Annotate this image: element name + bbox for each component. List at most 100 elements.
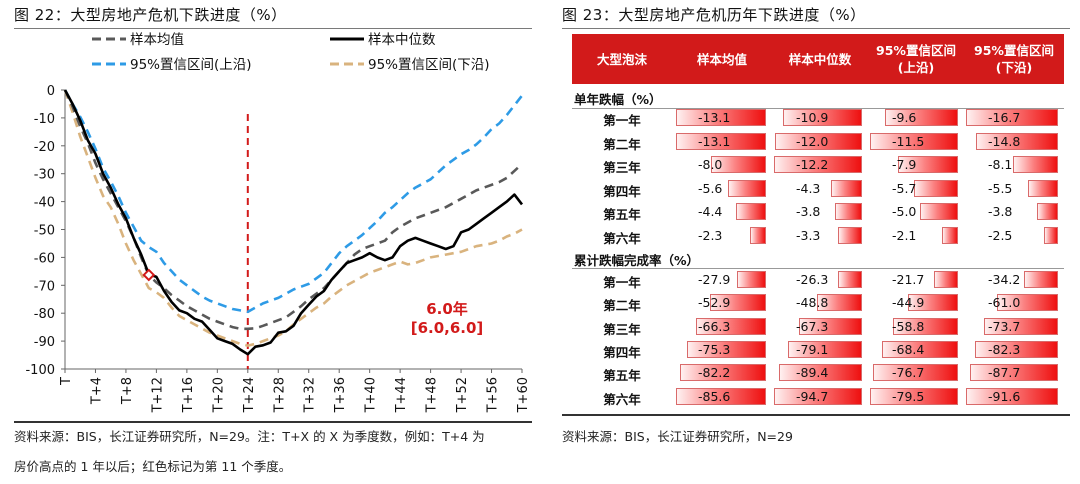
row-label: 第五年 bbox=[603, 207, 641, 222]
cell-value: -82.3 bbox=[988, 341, 1021, 357]
y-tick-label: -70 bbox=[34, 279, 55, 294]
x-tick-label: T+48 bbox=[425, 377, 440, 413]
cell-value: -2.3 bbox=[698, 227, 723, 243]
line-chart: 样本均值 样本中位数 95%置信区间(上沿) 95%置信区间(下沿) 0 -10 -20 -… bbox=[25, 32, 531, 413]
data-bar bbox=[873, 364, 958, 382]
data-bar bbox=[676, 387, 766, 405]
y-tick-label: -90 bbox=[34, 335, 55, 350]
data-bar bbox=[687, 340, 766, 358]
right-source: 资料来源：BIS，长江证券研究所，N=29 bbox=[562, 429, 793, 444]
data-bar bbox=[788, 340, 862, 358]
right-title-rule bbox=[562, 28, 1070, 29]
cell-value: -13.1 bbox=[698, 133, 731, 149]
data-bar bbox=[997, 294, 1058, 312]
x-tick-label: T+56 bbox=[486, 377, 501, 413]
cell-value: -79.5 bbox=[892, 388, 925, 404]
data-bar bbox=[970, 364, 1058, 382]
row-label: 第一年 bbox=[603, 275, 641, 290]
cell-value: -68.4 bbox=[892, 341, 925, 357]
cell-value: -34.2 bbox=[988, 272, 1021, 287]
row-label: 第一年 bbox=[603, 113, 641, 128]
cell-value: -8.0 bbox=[698, 157, 723, 172]
data-bar bbox=[838, 271, 862, 288]
cell-value: -66.3 bbox=[698, 318, 731, 334]
y-tick-label: -30 bbox=[34, 168, 55, 183]
marker-diamond bbox=[142, 268, 156, 282]
cell-value: -82.2 bbox=[698, 365, 731, 381]
section2-divider bbox=[572, 268, 1064, 269]
y-tick-label: -80 bbox=[34, 307, 55, 322]
annotation-years: 6.0年 bbox=[426, 300, 468, 318]
cell-value: -7.9 bbox=[892, 157, 917, 172]
cell-value: -3.8 bbox=[796, 204, 821, 219]
data-bar bbox=[676, 109, 766, 126]
data-bar bbox=[1037, 203, 1058, 220]
data-bar bbox=[914, 179, 958, 197]
row-label: 第六年 bbox=[603, 391, 641, 407]
cell-value: -5.5 bbox=[988, 180, 1013, 196]
series-line-2 bbox=[63, 89, 524, 314]
data-bar bbox=[737, 271, 766, 288]
data-bar bbox=[736, 203, 766, 220]
data-bar bbox=[817, 294, 862, 312]
x-tick-label: T bbox=[59, 377, 74, 386]
data-bar bbox=[1024, 271, 1058, 288]
chart-plot-area bbox=[63, 89, 524, 369]
cell-value: -16.7 bbox=[988, 110, 1021, 125]
x-tick-label: T+44 bbox=[394, 377, 409, 413]
cell-value: -27.9 bbox=[698, 272, 731, 287]
cell-value: -52.9 bbox=[698, 295, 731, 311]
data-bar bbox=[898, 156, 958, 173]
x-tick-label: T+60 bbox=[516, 377, 531, 413]
cell-value: -3.3 bbox=[796, 227, 821, 243]
data-bar bbox=[696, 317, 766, 335]
data-bar bbox=[774, 156, 862, 173]
cell-value: -2.1 bbox=[892, 227, 917, 243]
row-label: 第二年 bbox=[603, 298, 641, 314]
y-tick-label: -50 bbox=[34, 224, 55, 239]
row-label: 第二年 bbox=[603, 136, 641, 152]
data-bar bbox=[710, 294, 766, 312]
left-source-line2: 房价高点的 1 年以后；红色标记为第 11 个季度。 bbox=[14, 459, 292, 474]
left-bottom-rule bbox=[14, 421, 532, 423]
data-bar bbox=[893, 317, 958, 335]
x-tick-label: T+24 bbox=[242, 377, 257, 413]
y-tick-label: -40 bbox=[34, 196, 55, 211]
x-tick-label: T+8 bbox=[120, 377, 135, 405]
y-tick-label: -10 bbox=[34, 112, 55, 127]
data-bar bbox=[775, 132, 862, 150]
cell-value: -75.3 bbox=[698, 341, 731, 357]
data-bar bbox=[1028, 179, 1058, 197]
cell-value: -94.7 bbox=[796, 388, 829, 404]
cell-value: -48.8 bbox=[796, 295, 829, 311]
cell-value: -67.3 bbox=[796, 318, 829, 334]
x-tick-label: T+36 bbox=[333, 377, 348, 413]
cell-value: -12.0 bbox=[796, 133, 829, 149]
cell-value: -44.9 bbox=[892, 295, 925, 311]
left-title-rule bbox=[14, 28, 532, 29]
data-bar bbox=[676, 132, 766, 150]
cell-value: -61.0 bbox=[988, 295, 1021, 311]
row-label: 第三年 bbox=[603, 160, 641, 175]
data-bar bbox=[908, 294, 958, 312]
y-tick-label: 0 bbox=[47, 84, 55, 99]
cell-value: -58.8 bbox=[892, 318, 925, 334]
cell-value: -14.8 bbox=[988, 133, 1021, 149]
data-bar bbox=[870, 132, 958, 150]
cell-value: -3.8 bbox=[988, 204, 1013, 219]
header-median: 样本中位数 bbox=[788, 51, 852, 67]
x-tick-label: T+20 bbox=[211, 377, 226, 413]
chart-axes: 0 -10 -20 -30 -40 -50 -60 -70 -80 -90 -100 T T+4 T+8 T… bbox=[25, 84, 531, 413]
header-bubble: 大型泡沫 bbox=[596, 51, 647, 67]
row-label: 第三年 bbox=[603, 321, 641, 337]
data-bar bbox=[966, 109, 1058, 126]
series-line-1 bbox=[63, 89, 524, 356]
x-tick-label: T+40 bbox=[364, 377, 379, 413]
x-tick-label: T+52 bbox=[455, 377, 470, 413]
section-cumulative-label: 累计跌幅完成率（%） bbox=[574, 253, 700, 268]
data-bar bbox=[885, 109, 958, 126]
header-ci-upper: 95%置信区间(上沿) bbox=[876, 43, 956, 75]
data-bar bbox=[1013, 156, 1058, 173]
data-bar bbox=[934, 271, 958, 288]
cell-value: -10.9 bbox=[796, 110, 829, 125]
